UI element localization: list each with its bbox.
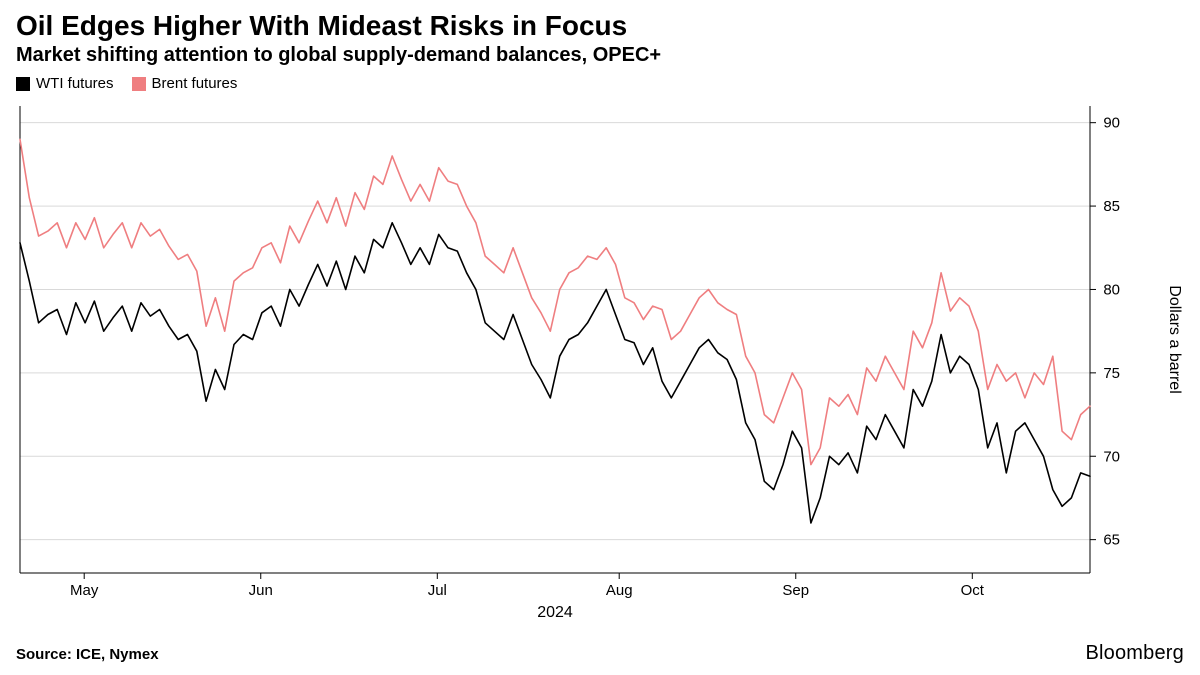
legend-label: Brent futures <box>152 75 238 92</box>
svg-text:May: May <box>70 582 99 599</box>
svg-text:Oct: Oct <box>961 582 985 599</box>
svg-text:85: 85 <box>1103 198 1120 215</box>
line-chart-svg: 65 70 75 80 85 90 May Jun Jul Aug Sep Oct 2024 Dollar… <box>16 102 1184 631</box>
chart-subtitle: Market shifting attention to global supp… <box>0 44 1200 73</box>
legend-item: WTI futures <box>16 75 114 92</box>
chart-title: Oil Edges Higher With Mideast Risks in F… <box>0 0 1200 44</box>
svg-text:Jul: Jul <box>428 582 447 599</box>
svg-text:Jun: Jun <box>249 582 273 599</box>
svg-text:Dollars a barrel: Dollars a barrel <box>1166 285 1183 393</box>
svg-text:Aug: Aug <box>606 582 633 599</box>
chart-source: Source: ICE, Nymex <box>16 646 159 663</box>
legend-swatch-icon <box>16 77 30 91</box>
brand-label: Bloomberg <box>1085 642 1184 665</box>
svg-text:2024: 2024 <box>537 604 573 621</box>
svg-text:90: 90 <box>1103 115 1120 132</box>
svg-text:80: 80 <box>1103 281 1120 298</box>
svg-text:70: 70 <box>1103 448 1120 465</box>
legend-item: Brent futures <box>132 75 238 92</box>
svg-text:65: 65 <box>1103 532 1120 549</box>
legend-label: WTI futures <box>36 75 114 92</box>
chart-plot-area: 65 70 75 80 85 90 May Jun Jul Aug Sep Oct 2024 Dollar… <box>16 102 1184 631</box>
chart-legend: WTI futures Brent futures <box>0 73 1200 96</box>
svg-text:75: 75 <box>1103 365 1120 382</box>
legend-swatch-icon <box>132 77 146 91</box>
svg-text:Sep: Sep <box>782 582 809 599</box>
